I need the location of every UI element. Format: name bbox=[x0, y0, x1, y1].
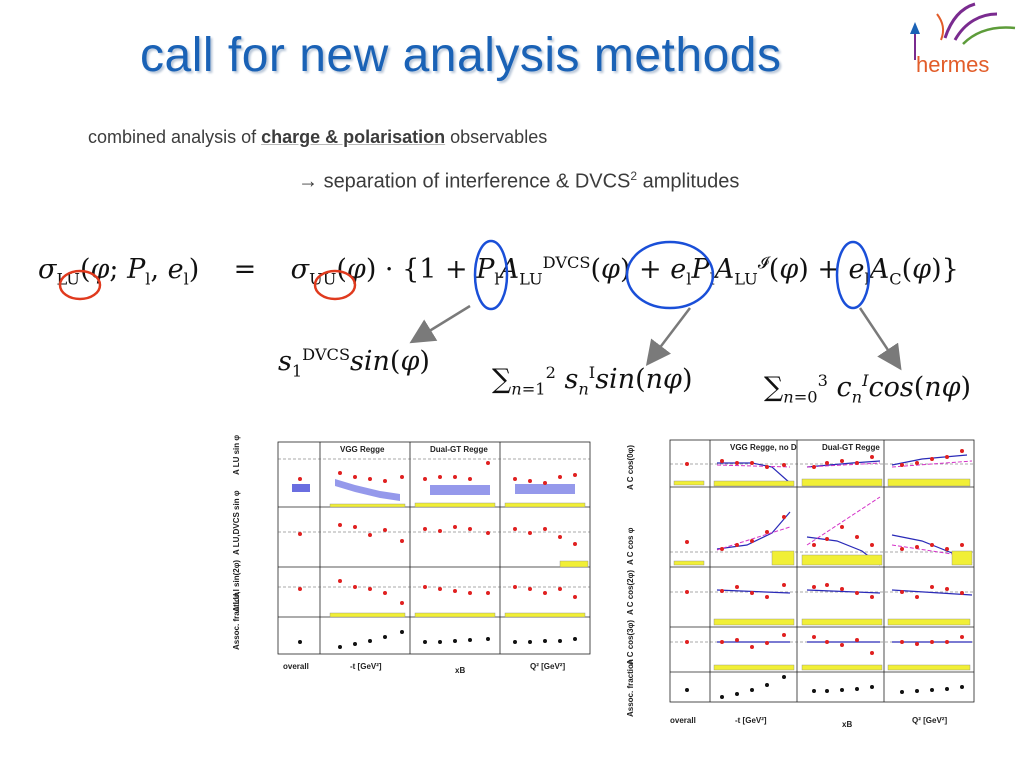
right-xlabel-t: -t [GeV²] bbox=[735, 716, 767, 725]
line1-prefix: combined analysis of bbox=[88, 127, 262, 147]
arrow-glyph: → bbox=[298, 170, 318, 193]
left-legend-vgg: VGG Regge bbox=[340, 445, 385, 454]
line2-suffix: amplitudes bbox=[637, 170, 740, 193]
right-row-label-5: Assoc. fraction bbox=[626, 659, 635, 717]
lu-asymmetry-figure bbox=[230, 437, 598, 682]
right-xlabel-xb: xB bbox=[842, 720, 853, 729]
arrow-interference bbox=[645, 307, 691, 366]
left-row-label-2: A LU,DVCS sin φ bbox=[232, 490, 241, 555]
charge-term: ∑n=03 cnIcos(nφ) bbox=[764, 371, 972, 407]
hermes-logo bbox=[910, 2, 1016, 60]
line2-sup: 2 bbox=[630, 169, 638, 183]
line1-suffix: observables bbox=[445, 127, 548, 147]
right-xlabel-q2: Q² [GeV²] bbox=[912, 716, 948, 725]
charge-asymmetry-figure bbox=[622, 437, 982, 729]
left-xlabel-xb: xB bbox=[455, 666, 466, 675]
right-row-label-2: A C cos φ bbox=[626, 527, 635, 565]
line1-highlight: charge & polarisation bbox=[261, 127, 446, 147]
pl-circle bbox=[473, 239, 509, 311]
separation-line: → separation of interference & DVCS2 amp… bbox=[298, 169, 739, 194]
left-xlabel-overall: overall bbox=[283, 662, 309, 671]
left-xlabel-t: -t [GeV²] bbox=[350, 662, 382, 671]
left-legend-dualgt: Dual-GT Regge bbox=[430, 445, 488, 454]
uu-circle bbox=[313, 269, 357, 301]
left-row-label-4: Assoc. fraction bbox=[232, 592, 241, 650]
cross-section-equation: σLU(φ; Pl, el) = σUU(φ) · {1 + PlALUDVCS… bbox=[38, 253, 959, 289]
arrow-dvcs bbox=[409, 304, 471, 344]
right-row-label-3: A C cos(2φ) bbox=[626, 570, 635, 615]
subtitle-line: combined analysis of charge & polarisati… bbox=[88, 127, 547, 148]
elpl-circle bbox=[625, 240, 715, 310]
logo-text: hermes bbox=[916, 52, 990, 77]
left-row-label-1: A LU sin φ bbox=[232, 434, 241, 475]
lu-circle bbox=[58, 269, 102, 301]
line2-text: separation of interference & DVCS bbox=[323, 170, 631, 193]
slide-title: call for new analysis methods bbox=[140, 29, 782, 82]
right-xlabel-overall: overall bbox=[670, 716, 696, 725]
right-legend-vgg: VGG Regge, no D bbox=[730, 443, 797, 452]
right-legend-dualgt: Dual-GT Regge bbox=[822, 443, 880, 452]
left-xlabel-q2: Q² [GeV²] bbox=[530, 662, 566, 671]
arrow-charge bbox=[858, 307, 902, 371]
right-row-label-1: A C cos(0φ) bbox=[626, 445, 635, 490]
el-circle bbox=[835, 240, 871, 310]
dvcs-term: s1DVCSsin(φ) bbox=[278, 345, 430, 381]
interference-term: ∑n=12 snIsin(nφ) bbox=[492, 363, 693, 399]
